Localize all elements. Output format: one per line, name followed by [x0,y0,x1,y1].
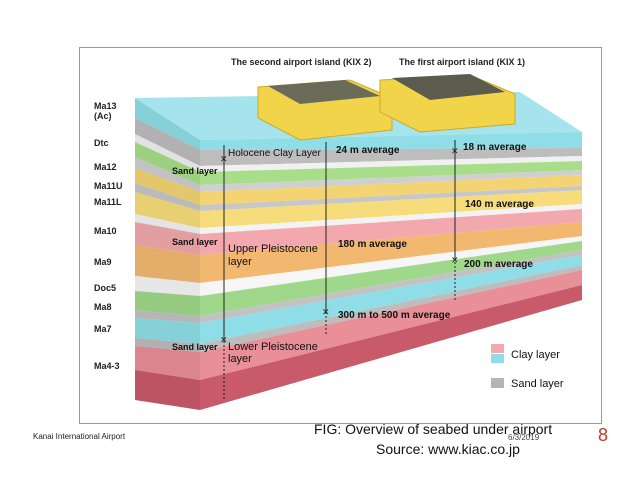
figure-caption: FIG: Overview of seabed under airport [314,421,553,437]
legend-clay-cyan [491,354,504,363]
legend-sand-gray [491,378,504,388]
layer-ma10-white [135,204,582,234]
avg-300-500-label: 300 m to 500 m average [338,310,451,321]
upper-pleistocene-label: Upper Pleistocene [228,243,318,255]
layer-ma7-cyan [135,255,582,344]
layer-ma11l-gray [135,183,582,211]
strata-bands [135,92,582,410]
layer-ma11u-gray [135,157,582,192]
stratum-doc5: Doc5 [94,283,117,293]
footer-organization: Kanai International Airport [33,432,126,441]
sand-layer-label-3: Sand layer [172,342,218,352]
slide-date: 6/3/2019 [508,433,540,442]
stratum-ma13: Ma13 (Ac) [94,101,117,121]
layer-ma43-deep [135,285,582,410]
stratum-ma4-3: Ma4-3 [94,361,120,371]
legend-clay-pink [491,344,504,353]
lower-pleistocene-layer-label: layer [228,353,252,365]
kix2-terminal [268,80,380,104]
stratum-ma11l: Ma11L [94,197,122,207]
page-number: 8 [598,425,609,445]
layer-ma12-green [135,142,582,185]
stratum-ma12: Ma12 [94,162,117,172]
svg-text:✕: ✕ [451,255,459,265]
legend-clay-label: Clay layer [511,349,560,361]
airport-islands [257,74,516,141]
avg-180-label: 180 m average [338,239,407,250]
layer-ma43-pink [135,270,582,380]
stratum-ma7: Ma7 [94,324,112,334]
kix1-label: The first airport island (KIX 1) [399,57,526,67]
legend [491,344,504,388]
avg-24-label: 24 m average [336,145,400,156]
svg-text:✕: ✕ [451,146,459,156]
stratum-ma11u: Ma11U [94,181,123,191]
sand-layer-label-1: Sand layer [172,166,218,176]
stratum-dtc: Dtc [94,138,109,148]
stratum-ma10: Ma10 [94,226,117,236]
layer-ma11u-yellow [135,168,582,205]
layer-doc5-white [135,236,582,296]
lower-pleistocene-label: Lower Pleistocene [228,341,318,353]
svg-text:✕: ✕ [220,154,228,164]
layer-dtc-sand [135,118,582,166]
avg-140-label: 140 m average [465,199,534,210]
layer-ma9-orange [135,222,582,283]
sand-layer-label-2: Sand layer [172,237,218,247]
legend-sand-label: Sand layer [511,378,564,390]
measurement-marks: ✕ ✕ ✕ ✕ ✕ [220,146,459,345]
layer-ma7-gray [135,250,582,323]
avg-18-label: 18 m average [463,142,527,153]
stratum-ma9: Ma9 [94,257,112,267]
layer-left-face [135,98,200,410]
layer-ma8-green [135,241,582,316]
upper-pleistocene-layer-label: layer [228,256,252,268]
stratum-ma8: Ma8 [94,302,112,312]
avg-200-label: 200 m average [464,259,533,270]
svg-text:✕: ✕ [220,335,228,345]
measurement-lines [223,140,456,400]
layer-ma13 [135,98,582,150]
layer-ma12-white [135,134,582,172]
kix1-terminal [392,74,505,100]
layer-ma10-pink [135,209,582,255]
svg-text:✕: ✕ [322,307,330,317]
kix2-label: The second airport island (KIX 2) [231,57,372,67]
figure-source: Source: www.kiac.co.jp [376,441,520,457]
holocene-label: Holocene Clay Layer [228,148,321,159]
layer-ma11l-yellow [135,190,582,228]
layer-ma43-gray [135,265,582,352]
